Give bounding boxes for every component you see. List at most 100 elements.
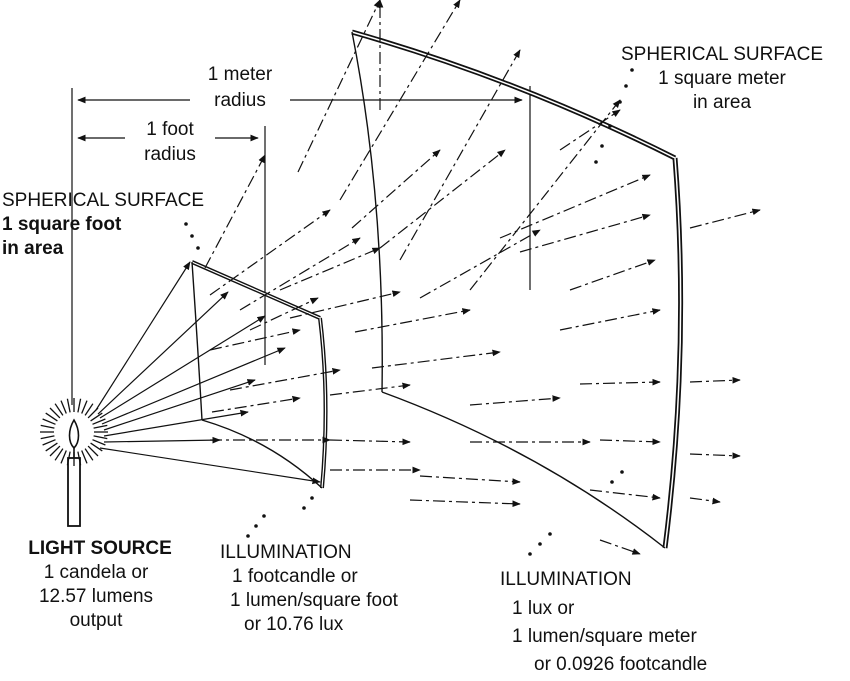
light-ray — [92, 439, 106, 446]
svg-text:in area: in area — [693, 92, 752, 113]
ray-arrow — [101, 347, 286, 425]
ray-arrows — [95, 0, 761, 555]
svg-text:LIGHT SOURCE: LIGHT SOURCE — [28, 538, 172, 559]
svg-text:output: output — [70, 610, 124, 631]
ray-arrow — [329, 438, 411, 446]
ray-arrow — [379, 149, 506, 249]
light-ray — [45, 442, 58, 452]
ray-arrow — [579, 378, 661, 386]
light-ray — [84, 403, 94, 416]
sphere-meter-surface — [351, 29, 684, 549]
ray-arrow — [419, 475, 521, 485]
svg-text:ILLUMINATION: ILLUMINATION — [220, 542, 352, 563]
ray-arrow — [329, 382, 411, 396]
ray-arrow — [354, 308, 471, 333]
ray-arrow — [339, 0, 461, 201]
ray-arrow — [469, 395, 561, 406]
ray-arrow — [209, 209, 331, 296]
light-ray — [66, 398, 71, 413]
meter-radius-label: 1 meter radius — [208, 64, 273, 111]
svg-text:or 0.0926 footcandle: or 0.0926 footcandle — [534, 654, 707, 675]
light-ray — [45, 412, 58, 422]
ray-arrow — [499, 174, 651, 239]
light-ray — [87, 445, 99, 457]
light-ray — [60, 450, 67, 464]
light-ray — [66, 451, 71, 466]
ray-arrow — [371, 349, 501, 369]
light-ray — [40, 435, 55, 440]
ray-arrow — [297, 0, 381, 173]
ray-arrow — [399, 49, 521, 261]
light-rays-icon — [40, 398, 108, 466]
sphere-foot-label: SPHERICAL SURFACE 1 square foot in area — [2, 190, 204, 259]
ray-arrow — [599, 438, 661, 446]
svg-text:12.57 lumens: 12.57 lumens — [39, 586, 153, 607]
svg-text:radius: radius — [214, 90, 266, 111]
ray-arrow — [249, 297, 319, 331]
ray-arrow — [103, 379, 256, 431]
light-ray — [90, 412, 103, 422]
svg-text:in area: in area — [2, 238, 64, 259]
light-source-label: LIGHT SOURCE 1 candela or 12.57 lumens o… — [28, 538, 172, 631]
light-ray — [77, 451, 82, 466]
svg-text:SPHERICAL SURFACE: SPHERICAL SURFACE — [621, 44, 823, 65]
ray-arrow — [209, 328, 301, 351]
light-ray — [54, 403, 64, 416]
svg-text:SPHERICAL SURFACE: SPHERICAL SURFACE — [2, 190, 204, 211]
svg-text:1 lumen/square meter: 1 lumen/square meter — [512, 626, 697, 647]
light-ray — [49, 407, 61, 419]
svg-text:or 10.76 lux: or 10.76 lux — [244, 614, 344, 635]
light-ray — [54, 448, 64, 461]
svg-text:radius: radius — [144, 144, 196, 165]
light-ray — [84, 448, 94, 461]
ray-arrow — [351, 149, 441, 229]
svg-text:ILLUMINATION: ILLUMINATION — [500, 569, 632, 590]
ray-arrow — [689, 452, 741, 460]
ray-arrow — [689, 208, 761, 229]
svg-text:1 candela or: 1 candela or — [44, 562, 149, 583]
light-ray — [42, 439, 56, 446]
light-ray — [77, 398, 82, 413]
ray-arrow — [211, 395, 301, 413]
ray-arrow — [99, 315, 266, 419]
ray-arrow — [689, 376, 741, 384]
svg-text:1 lumen/square foot: 1 lumen/square foot — [230, 590, 399, 611]
svg-text:1 square foot: 1 square foot — [2, 214, 122, 235]
svg-text:1 footcandle or: 1 footcandle or — [232, 566, 358, 587]
light-ray — [81, 450, 88, 464]
sphere-meter-label: SPHERICAL SURFACE 1 square meter in area — [621, 44, 823, 113]
ray-arrow — [204, 154, 266, 269]
ray-arrow — [103, 436, 221, 444]
foot-radius-label: 1 foot radius — [144, 119, 196, 165]
ray-arrow — [569, 259, 656, 291]
light-ray — [93, 424, 108, 429]
ray-arrow — [419, 229, 541, 299]
ray-arrow — [95, 261, 191, 411]
ray-arrow — [279, 247, 381, 291]
ray-arrow — [559, 308, 661, 331]
ray-arrow — [409, 499, 521, 508]
ray-arrow — [229, 368, 341, 391]
light-ray — [60, 400, 67, 414]
ray-arrow — [689, 497, 721, 505]
ray-arrow — [519, 213, 651, 253]
light-ray — [49, 445, 61, 457]
leader-dots — [184, 68, 634, 556]
svg-text:1 square meter: 1 square meter — [658, 68, 786, 89]
light-ray — [90, 442, 103, 452]
light-ray — [81, 400, 88, 414]
ray-arrow — [97, 291, 229, 415]
ray-arrow — [289, 290, 401, 319]
light-ray — [42, 418, 56, 425]
ray-arrow — [469, 99, 621, 291]
light-ray — [92, 418, 106, 425]
ray-arrow — [99, 447, 321, 485]
light-ray — [40, 424, 55, 429]
illumination-meter-label: ILLUMINATION 1 lux or 1 lumen/square met… — [500, 569, 707, 675]
svg-text:1 lux or: 1 lux or — [512, 598, 575, 619]
ray-arrow — [239, 237, 361, 311]
svg-text:1 foot: 1 foot — [146, 119, 194, 140]
svg-text:1 meter: 1 meter — [208, 64, 273, 85]
dimension-lines — [71, 86, 531, 405]
